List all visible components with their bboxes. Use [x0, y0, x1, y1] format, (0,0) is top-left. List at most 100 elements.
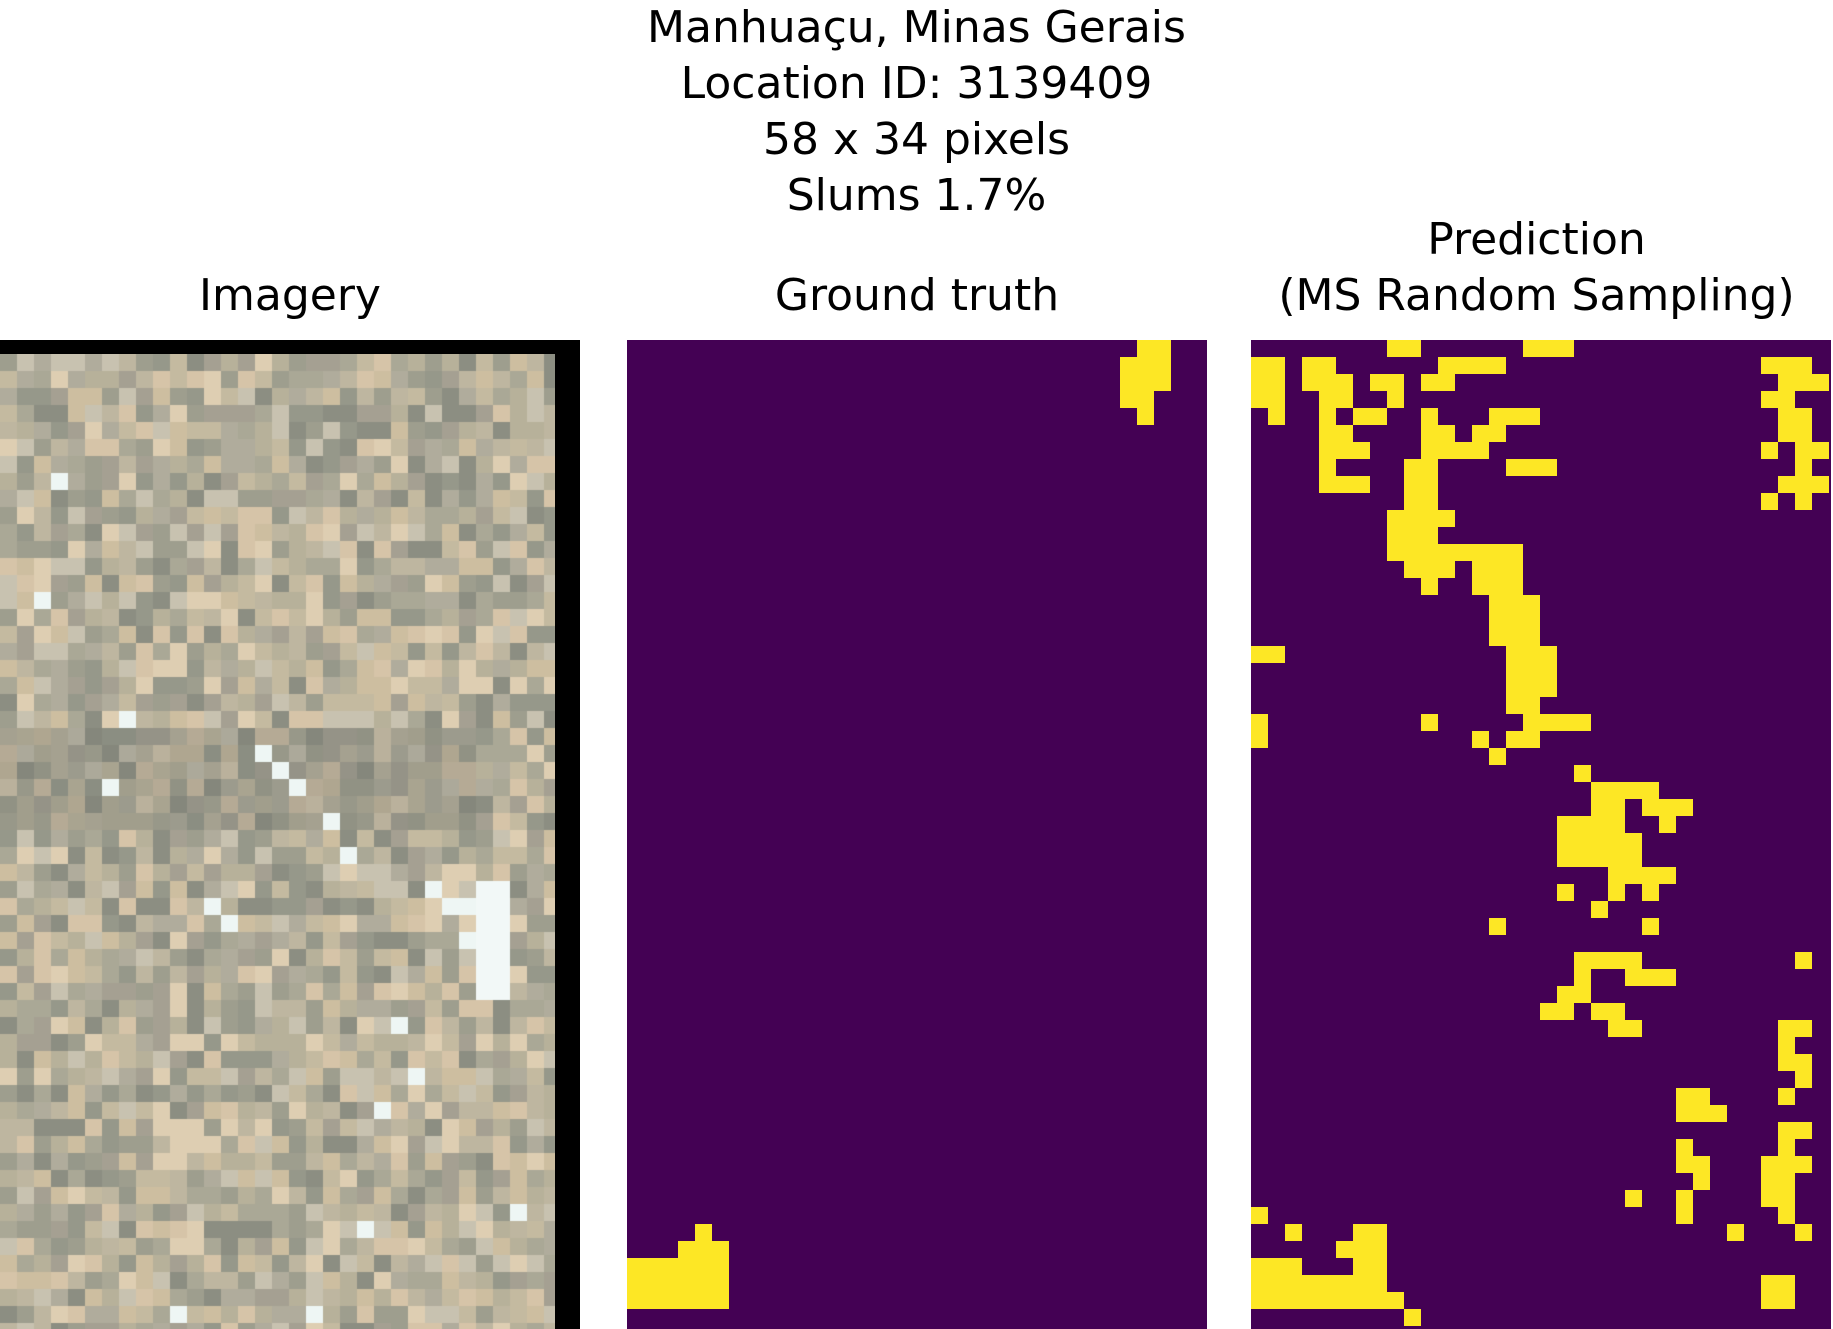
prediction-slum-cell	[1353, 1258, 1387, 1275]
prediction-slum-cell	[1642, 918, 1659, 935]
ground-truth-slum-cell	[1137, 408, 1154, 425]
ground-truth-title: Ground truth	[627, 268, 1207, 324]
prediction-slum-cell	[1761, 1275, 1795, 1292]
prediction-slum-cell	[1795, 1071, 1812, 1088]
prediction-slum-cell	[1540, 1003, 1574, 1020]
imagery-canvas	[0, 354, 555, 1329]
ground-truth-background	[627, 340, 1207, 1329]
prediction-slum-cell	[1778, 1020, 1812, 1037]
prediction-slum-cell	[1642, 799, 1693, 816]
prediction-slum-cell	[1319, 391, 1353, 408]
prediction-slum-cell	[1625, 952, 1642, 986]
satellite-imagery	[0, 354, 555, 1329]
prediction-title: Prediction (MS Random Sampling)	[1240, 212, 1833, 324]
prediction-slum-cell	[1387, 510, 1404, 544]
prediction-slum-cell	[1251, 1258, 1302, 1275]
prediction-slum-cell	[1795, 459, 1812, 476]
prediction-slum-cell	[1421, 374, 1455, 391]
prediction-slum-cell	[1404, 459, 1438, 493]
prediction-mask	[1251, 340, 1831, 1329]
prediction-slum-cell	[1574, 952, 1608, 969]
title-location: Manhuaçu, Minas Gerais	[647, 2, 1186, 53]
prediction-slum-cell	[1353, 408, 1387, 425]
prediction-slum-cell	[1421, 714, 1438, 731]
prediction-slum-cell	[1353, 442, 1370, 459]
prediction-slum-cell	[1625, 1020, 1642, 1037]
prediction-slum-cell	[1251, 357, 1285, 374]
prediction-slum-cell	[1795, 1156, 1812, 1173]
prediction-slum-cell	[1761, 1156, 1795, 1173]
prediction-slum-cell	[1404, 493, 1438, 544]
prediction-slum-cell	[1778, 1037, 1795, 1054]
prediction-slum-cell	[1778, 1122, 1812, 1139]
prediction-slum-cell	[1591, 901, 1608, 918]
prediction-slum-cell	[1302, 374, 1353, 391]
prediction-slum-cell	[1285, 1224, 1302, 1241]
title-size: 58 x 34 pixels	[762, 114, 1071, 165]
prediction-slum-cell	[1761, 391, 1795, 408]
prediction-slum-cell	[1489, 918, 1506, 935]
ground-truth-slum-cell	[627, 1258, 729, 1309]
title-location-id: Location ID: 3139409	[680, 58, 1153, 109]
prediction-title-line1: Prediction	[1427, 214, 1646, 265]
ground-truth-slum-cell	[1137, 340, 1171, 357]
prediction-slum-cell	[1795, 442, 1829, 459]
prediction-slum-cell	[1438, 510, 1455, 527]
ground-truth-panel	[627, 340, 1207, 1329]
prediction-slum-cell	[1591, 1003, 1625, 1020]
prediction-slum-cell	[1761, 1292, 1778, 1309]
prediction-slum-cell	[1472, 425, 1489, 459]
prediction-slum-cell	[1506, 731, 1540, 748]
prediction-slum-cell	[1489, 595, 1540, 646]
prediction-slum-cell	[1387, 1292, 1404, 1309]
prediction-slum-cell	[1676, 1139, 1693, 1156]
prediction-slum-cell	[1251, 374, 1285, 408]
prediction-slum-cell	[1438, 561, 1455, 578]
prediction-slum-cell	[1404, 1309, 1421, 1326]
prediction-slum-cell	[1370, 374, 1404, 391]
prediction-slum-cell	[1642, 969, 1676, 986]
ground-truth-slum-cell	[695, 1224, 712, 1241]
prediction-slum-cell	[1642, 884, 1659, 901]
prediction-slum-cell	[1319, 408, 1336, 425]
prediction-slum-cell	[1489, 748, 1506, 765]
ground-truth-title-text: Ground truth	[774, 270, 1060, 321]
prediction-slum-cell	[1625, 867, 1676, 884]
prediction-slum-cell	[1591, 816, 1625, 833]
prediction-slum-cell	[1421, 408, 1438, 425]
prediction-slum-cell	[1591, 799, 1625, 816]
prediction-slum-cell	[1506, 561, 1523, 578]
prediction-slum-cell	[1591, 833, 1608, 850]
prediction-slum-cell	[1251, 1275, 1336, 1309]
prediction-slum-cell	[1251, 1207, 1268, 1224]
prediction-slum-cell	[1761, 357, 1812, 374]
prediction-slum-cell	[1319, 476, 1370, 493]
prediction-slum-cell	[1387, 391, 1404, 408]
prediction-slum-cell	[1761, 493, 1778, 510]
prediction-slum-cell	[1557, 986, 1591, 1003]
prediction-slum-cell	[1693, 1173, 1710, 1190]
prediction-slum-cell	[1608, 952, 1625, 969]
prediction-slum-cell	[1387, 544, 1472, 561]
prediction-slum-cell	[1268, 408, 1285, 425]
prediction-slum-cell	[1336, 1275, 1387, 1309]
ground-truth-slum-cell	[678, 1241, 729, 1258]
prediction-slum-cell	[1353, 1224, 1387, 1241]
prediction-slum-cell	[1251, 714, 1268, 748]
prediction-slum-cell	[1455, 442, 1472, 459]
prediction-slum-cell	[1421, 425, 1455, 459]
prediction-slum-cell	[1778, 1292, 1795, 1309]
title-slums-percent: Slums 1.7%	[786, 170, 1047, 221]
prediction-slum-cell	[1608, 1020, 1625, 1037]
prediction-slum-cell	[1778, 1088, 1795, 1105]
figure-title: Manhuaçu, Minas Gerais Location ID: 3139…	[0, 0, 1833, 224]
prediction-slum-cell	[1727, 1224, 1744, 1241]
ground-truth-mask	[627, 340, 1207, 1329]
prediction-slum-cell	[1574, 850, 1625, 867]
prediction-slum-cell	[1778, 374, 1829, 391]
prediction-slum-cell	[1659, 816, 1676, 833]
prediction-slum-cell	[1778, 1207, 1795, 1224]
prediction-slum-cell	[1795, 493, 1812, 510]
prediction-slum-cell	[1761, 442, 1778, 459]
prediction-slum-cell	[1523, 714, 1591, 731]
